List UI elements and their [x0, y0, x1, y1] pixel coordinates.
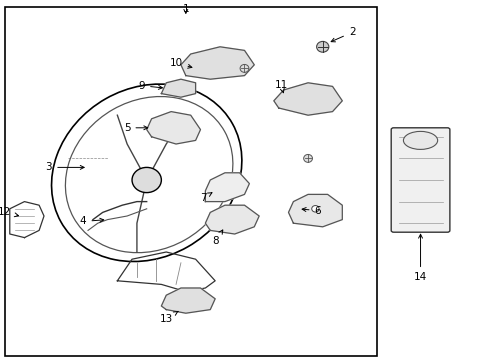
Text: 9: 9	[138, 81, 162, 91]
Polygon shape	[161, 79, 195, 97]
Text: 1: 1	[182, 4, 189, 14]
Ellipse shape	[303, 154, 312, 162]
Text: 13: 13	[159, 311, 178, 324]
Text: 7: 7	[199, 193, 211, 203]
Text: 6: 6	[302, 206, 321, 216]
Text: 14: 14	[413, 234, 427, 282]
Ellipse shape	[311, 206, 319, 212]
FancyBboxPatch shape	[390, 128, 449, 232]
Text: 2: 2	[330, 27, 355, 42]
Polygon shape	[273, 83, 342, 115]
Polygon shape	[288, 194, 342, 227]
Text: 3: 3	[45, 162, 84, 172]
Text: 4: 4	[80, 216, 103, 226]
Polygon shape	[146, 112, 200, 144]
Text: 8: 8	[211, 230, 223, 246]
Polygon shape	[205, 205, 259, 234]
Ellipse shape	[316, 41, 328, 52]
Text: 12: 12	[0, 207, 19, 217]
Polygon shape	[181, 47, 254, 79]
Text: 10: 10	[169, 58, 191, 68]
Ellipse shape	[132, 167, 161, 193]
Bar	[5, 7, 376, 356]
Ellipse shape	[403, 131, 437, 149]
Text: 11: 11	[274, 80, 287, 93]
Text: 5: 5	[123, 123, 147, 133]
Ellipse shape	[240, 64, 248, 72]
Polygon shape	[161, 288, 215, 313]
Polygon shape	[205, 173, 249, 202]
